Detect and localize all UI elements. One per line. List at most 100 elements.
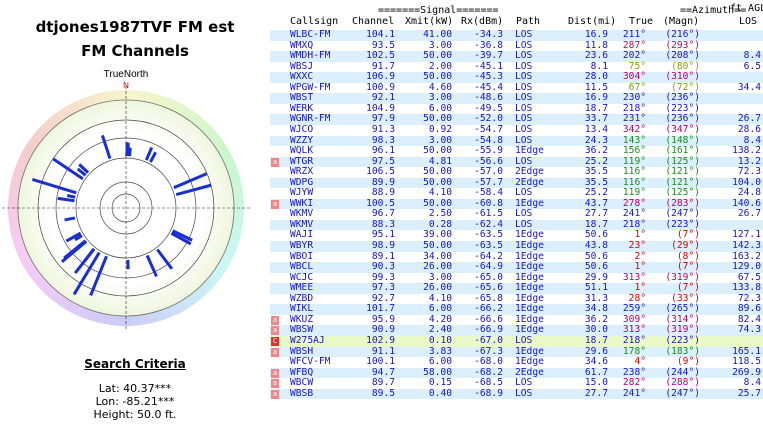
- col-channel[interactable]: Channel: [352, 16, 395, 27]
- col-los[interactable]: LOS: [739, 16, 758, 27]
- table-row[interactable]: WGNR-FM 97.9 50.00 -52.0 LOS 33.7 231° (236°) 26…: [270, 114, 763, 125]
- table-row[interactable]: WRZX 106.5 50.00 -57.0 2Edge 35.5 116° (121°) 72…: [270, 167, 763, 178]
- table-row[interactable]: WFBQ 94.7 58.00 -68.2 2Edge 61.7 238° (244°) 269…: [270, 367, 763, 379]
- cell-dist: 11.8: [584, 39, 608, 51]
- cell-rx: -45.4: [474, 81, 503, 93]
- table-row[interactable]: WWKI 100.5 50.00 -60.8 1Edge 43.7 278° (283°) 14…: [270, 197, 763, 210]
- table-row[interactable]: WXXC 106.9 50.00 -45.3 LOS 28.0 304° (310°): [270, 72, 763, 83]
- cell-call: WMXQ: [290, 39, 314, 51]
- cell-rx: -63.5: [474, 229, 503, 241]
- cell-kw: 6.00: [428, 303, 452, 315]
- rim-segment: [8, 195, 19, 205]
- table-row[interactable]: WMDH-FM 102.5 50.00 -39.7 LOS 23.6 202° (208°) 8…: [270, 50, 763, 62]
- cell-call: WKUZ: [290, 313, 314, 325]
- cell-ch: 88.9: [371, 187, 395, 199]
- table-row[interactable]: WJCO 91.3 0.92 -54.7 LOS 13.4 342° (347°) 28.6: [270, 123, 763, 136]
- cell-call: WAJI: [290, 229, 314, 241]
- rim-segment: [206, 274, 219, 287]
- table-row[interactable]: WERK 104.9 6.00 -49.5 LOS 18.7 218° (223°): [270, 102, 763, 115]
- table-row[interactable]: WIKL 101.7 6.00 -66.2 1Edge 34.8 259° (265°) 89.…: [270, 304, 763, 315]
- station-bar: [170, 231, 190, 245]
- station-bar: [145, 254, 158, 278]
- cell-path: LOS: [515, 81, 533, 93]
- table-row[interactable]: WAJI 95.1 39.00 -63.5 1Edge 50.6 1° (7°) 127.1: [270, 229, 763, 242]
- cell-dist: 29.6: [584, 345, 608, 357]
- col-path[interactable]: Path: [516, 16, 541, 27]
- flag-icon[interactable]: a: [271, 389, 279, 399]
- cell-true: 342°: [622, 123, 646, 135]
- rim-segment: [63, 299, 76, 313]
- cell-los: 6.5: [743, 60, 761, 72]
- rim-segment: [63, 103, 76, 117]
- table-row[interactable]: WQLK 96.1 50.00 -55.9 1Edge 36.2 156° (161°) 138…: [270, 145, 763, 157]
- table-row[interactable]: WZBD 92.7 4.10 -65.8 1Edge 31.3 28° (33°) 72.3: [270, 292, 763, 305]
- table-row[interactable]: WPGW-FM 100.9 4.60 -45.4 LOS 11.5 67° (72°) 34.4: [270, 81, 763, 94]
- flag-icon[interactable]: C: [271, 336, 279, 346]
- rim-segment: [56, 295, 69, 309]
- rim-segment: [189, 112, 202, 126]
- col-callsign[interactable]: Callsign: [290, 16, 339, 27]
- table-row[interactable]: WFCV-FM 100.1 6.00 -68.0 1Edge 34.6 4° (9°) 118.…: [270, 356, 763, 368]
- flag-icon[interactable]: a: [271, 199, 279, 209]
- flag-icon[interactable]: a: [271, 326, 279, 336]
- cell-ch: 100.5: [366, 197, 395, 209]
- table-row[interactable]: WBSJ 91.7 2.00 -45.1 LOS 8.1 75° (80°) 6.5: [270, 60, 763, 73]
- table-row[interactable]: WMXQ 93.5 3.00 -36.8 LOS 11.8 287° (293°): [270, 39, 763, 52]
- col-true[interactable]: True: [629, 16, 654, 27]
- table-row[interactable]: WBCW 89.7 0.15 -68.5 LOS 15.0 282° (288°) 8.4 a: [270, 378, 763, 389]
- cell-magn: (319°): [665, 271, 700, 283]
- table-row[interactable]: WKMV 88.3 0.28 -62.4 LOS 18.7 218° (223°): [270, 218, 763, 231]
- table-row[interactable]: WZZY 98.3 3.00 -54.8 LOS 24.3 143° (148°) 8.4: [270, 135, 763, 147]
- table-row[interactable]: WBSH 91.1 3.83 -67.3 1Edge 29.6 178° (183°) 165.…: [270, 345, 763, 358]
- cell-los: 8.4: [743, 377, 761, 389]
- table-row[interactable]: WBSB 89.5 0.40 -68.9 LOS 27.7 241° (247°) 25.7 a: [270, 388, 763, 400]
- table-row[interactable]: WBOI 89.1 34.00 -64.2 1Edge 50.6 2° (8°) 163.2: [270, 250, 763, 263]
- table-row[interactable]: WKUZ 95.9 4.20 -66.6 1Edge 36.2 309° (314°) 82.4…: [270, 313, 763, 326]
- cell-rx: -66.9: [474, 324, 503, 336]
- flag-icon[interactable]: a: [271, 347, 279, 357]
- table-row[interactable]: WJYW 88.9 4.10 -58.4 LOS 25.2 119° (125°) 24.8: [270, 188, 763, 199]
- table-row[interactable]: WCJC 99.3 3.00 -65.0 1Edge 29.9 313° (319°) 67.5: [270, 271, 763, 284]
- cell-magn: (8°): [676, 250, 700, 262]
- station-bar: [86, 248, 96, 258]
- table-row[interactable]: WBST 92.1 3.00 -48.6 LOS 16.9 230° (236°): [270, 93, 763, 104]
- rim-segment: [93, 92, 104, 105]
- col-magn[interactable]: (Magn): [663, 16, 700, 27]
- cell-magn: (310°): [665, 71, 700, 83]
- cell-dist: 34.8: [584, 303, 608, 315]
- cell-los: 165.1: [732, 345, 761, 357]
- cell-magn: (319°): [665, 324, 700, 336]
- flag-icon[interactable]: a: [271, 157, 279, 167]
- flag-icon[interactable]: a: [271, 315, 279, 325]
- rim-segment: [33, 274, 46, 287]
- cell-ch: 100.9: [366, 81, 395, 93]
- col-rx[interactable]: Rx(dBm): [461, 16, 504, 27]
- table-row[interactable]: WBYR 98.9 50.00 -63.5 1Edge 43.8 23° (29°) 142.3: [270, 240, 763, 252]
- rim-segment: [206, 129, 219, 142]
- cell-true: 23°: [628, 240, 646, 251]
- flag-icon[interactable]: a: [271, 368, 279, 378]
- table-row[interactable]: WTGR 97.5 4.81 -56.6 LOS 25.2 119° (125°) 13.2 a: [270, 156, 763, 168]
- table-row[interactable]: WLBC-FM 104.1 41.00 -34.3 LOS 16.9 211° (216°): [270, 29, 763, 41]
- table-row[interactable]: WMEE 97.3 26.00 -65.6 1Edge 51.1 1° (7°) 133.8: [270, 283, 763, 294]
- cell-call: WWKI: [290, 197, 314, 209]
- cell-call: WKMV: [290, 218, 314, 230]
- cell-true: 67°: [628, 81, 646, 93]
- cell-path: LOS: [515, 187, 533, 199]
- col-xmit[interactable]: Xmit(kW): [405, 16, 454, 27]
- cell-true: 28°: [628, 292, 646, 304]
- rim-segment: [19, 255, 33, 267]
- table-row[interactable]: WBSW 90.9 2.40 -66.9 1Edge 30.0 313° (319°) 74.3…: [270, 325, 763, 336]
- table-row[interactable]: WBCL 90.3 26.00 -64.9 1Edge 50.6 1° (7°) 129.0: [270, 261, 763, 273]
- table-row[interactable]: WKMV 96.7 2.50 -61.5 LOS 27.7 241° (247°) 26.7: [270, 209, 763, 220]
- table-row[interactable]: WDPG 89.9 50.00 -57.7 2Edge 35.5 116° (121°) 104…: [270, 177, 763, 189]
- cell-kw: 6.00: [428, 102, 452, 114]
- flag-icon[interactable]: a: [271, 379, 279, 389]
- table-row[interactable]: W275AJ 102.9 0.10 -67.0 LOS 18.7 218° (223°) C: [270, 335, 763, 347]
- col-dist[interactable]: Dist(mi): [568, 16, 617, 27]
- compass-label: TrueNorth: [104, 70, 149, 80]
- rim-segment: [93, 311, 104, 324]
- station-bar: [149, 151, 157, 163]
- cell-path: 2Edge: [515, 166, 544, 178]
- rim-segment: [117, 315, 126, 326]
